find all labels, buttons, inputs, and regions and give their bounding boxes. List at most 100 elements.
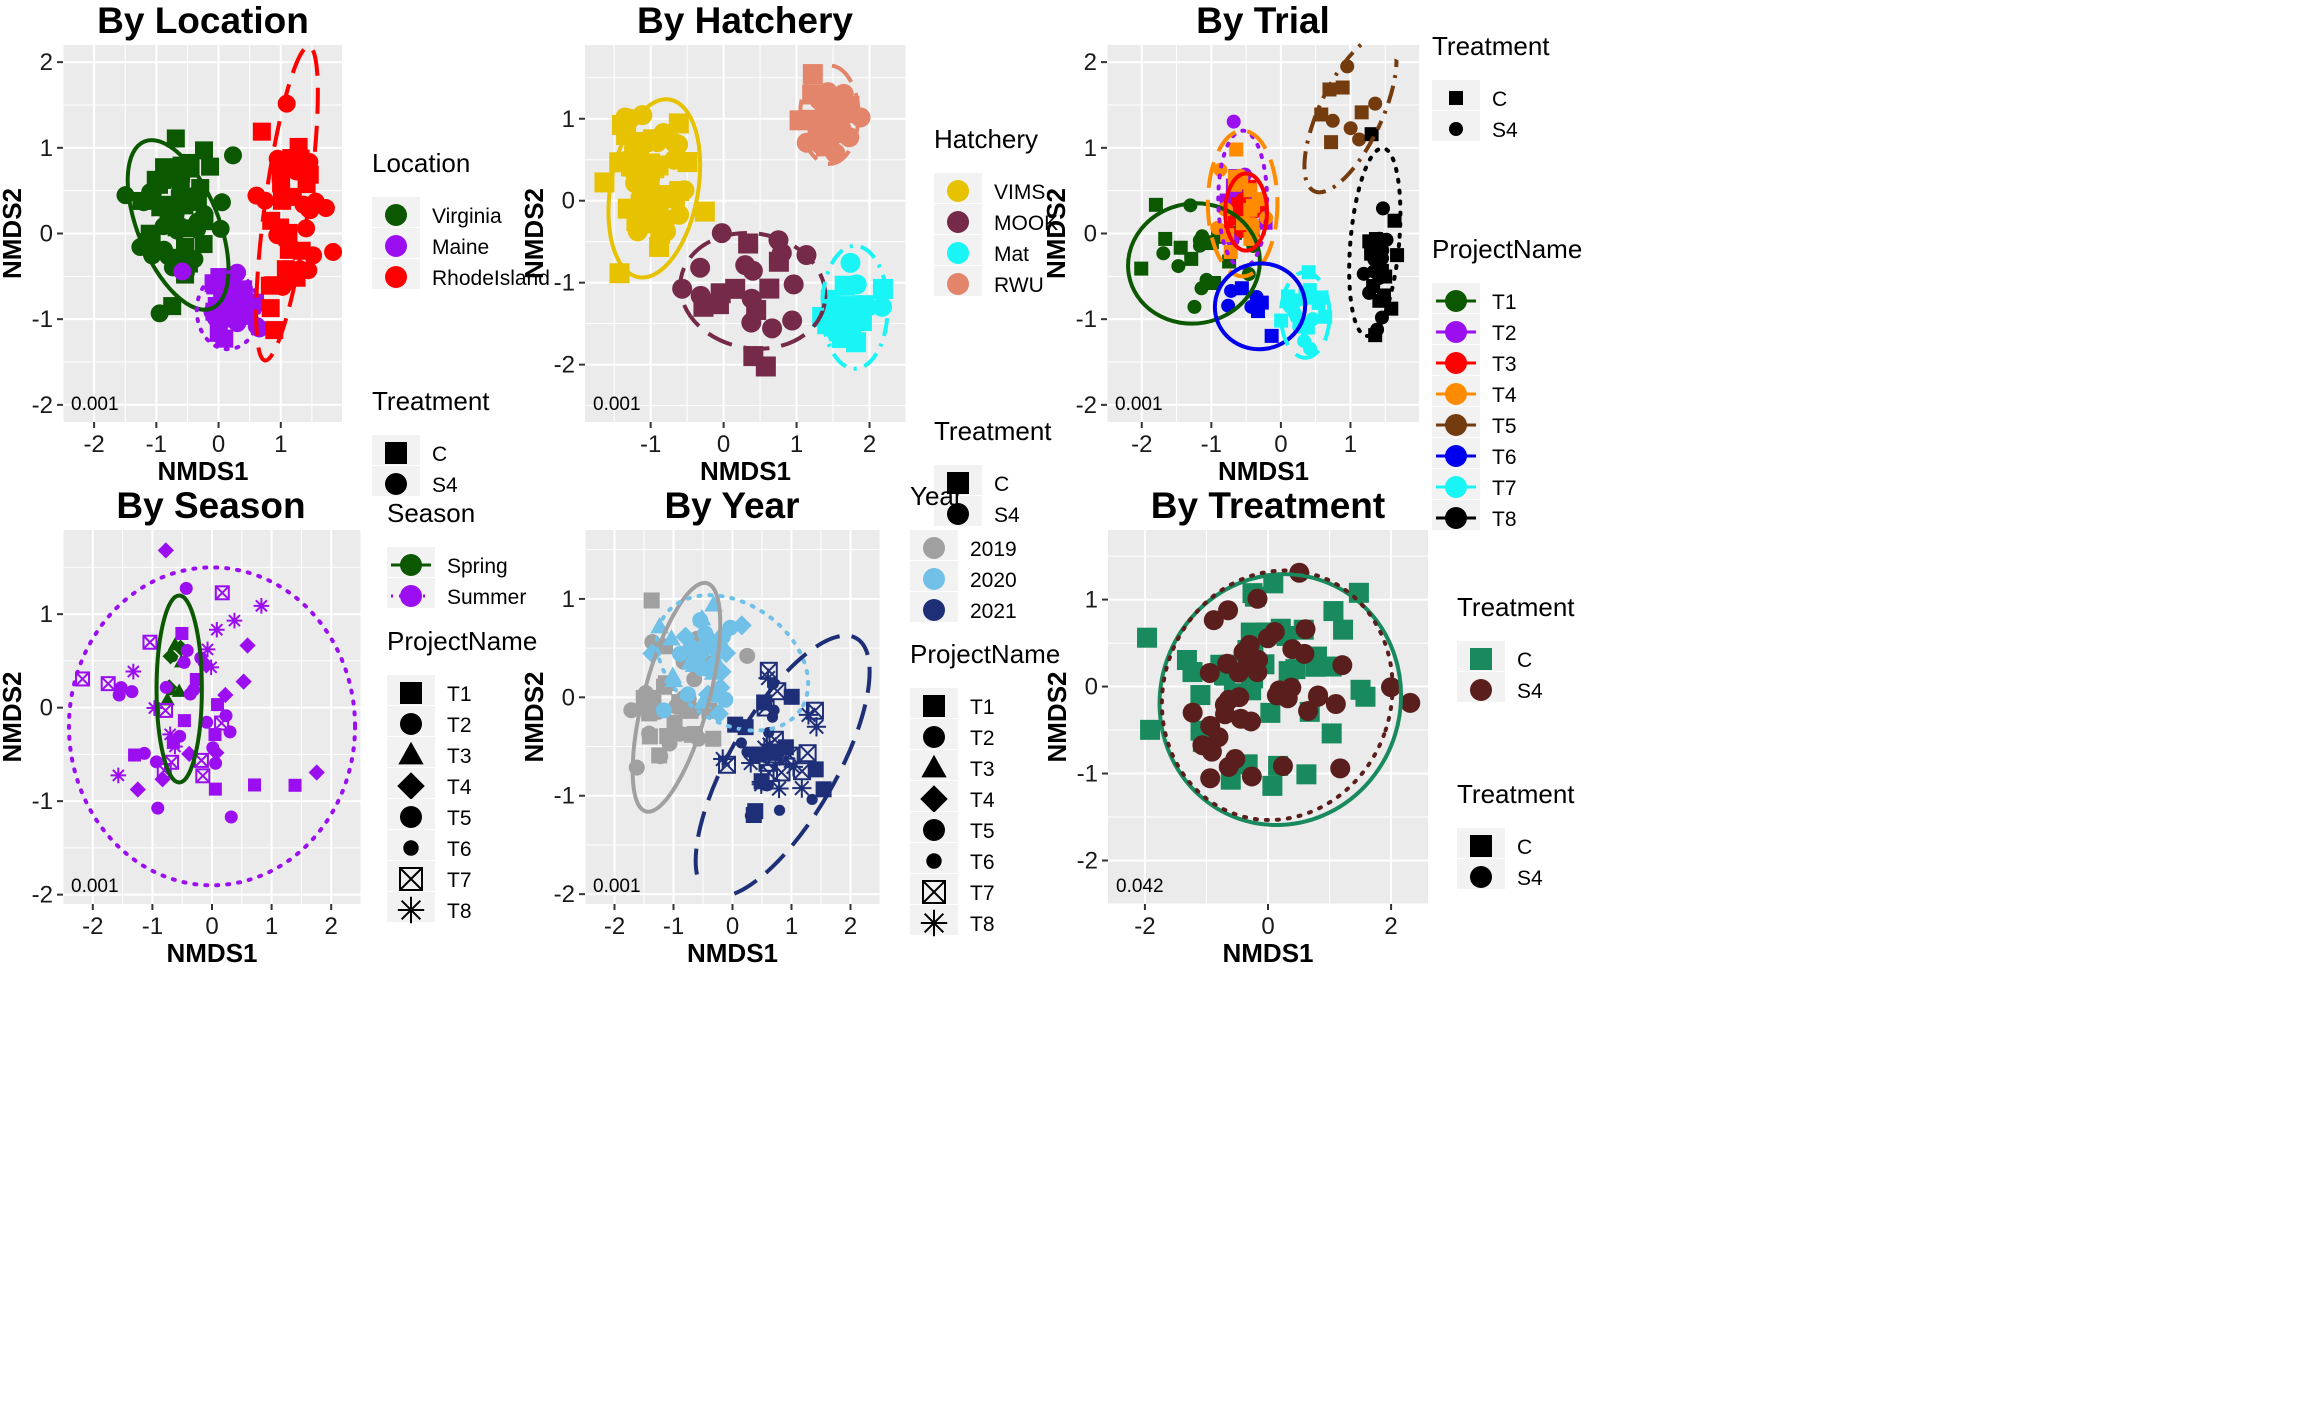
point-C bbox=[1182, 662, 1203, 683]
point-Virginia bbox=[180, 187, 199, 206]
point-S4 bbox=[1229, 687, 1250, 708]
point-2019 bbox=[661, 735, 678, 752]
point-C bbox=[1323, 601, 1344, 622]
legend-label: 2019 bbox=[970, 538, 1017, 561]
legend-key-T3 bbox=[398, 741, 424, 765]
panel-title: By Hatchery bbox=[637, 0, 853, 41]
legend-label: S4 bbox=[1517, 680, 1543, 703]
legend-title: Year bbox=[910, 481, 963, 511]
point-Virginia bbox=[223, 146, 242, 165]
legend-treatment: Treatment C S4 bbox=[1457, 779, 1575, 890]
legend-title: ProjectName bbox=[1432, 234, 1582, 264]
point-T4 bbox=[1223, 244, 1238, 259]
point-RhodeIsland bbox=[271, 164, 290, 183]
point-T6 bbox=[1264, 328, 1279, 343]
point-RWU bbox=[832, 100, 853, 121]
legend-key-T3 bbox=[921, 754, 947, 778]
ellipse-T4 bbox=[1205, 128, 1280, 279]
ellipse-2019 bbox=[630, 580, 723, 814]
point-2021 bbox=[756, 694, 773, 711]
point-Summer bbox=[110, 767, 127, 784]
legend-key-2021 bbox=[923, 599, 945, 621]
point-T4 bbox=[1243, 183, 1258, 198]
point-2021 bbox=[792, 778, 812, 798]
legend-key-2020 bbox=[923, 568, 945, 590]
x-axis-label: NMDS1 bbox=[166, 938, 257, 968]
ellipse-S4 bbox=[1159, 568, 1395, 822]
y-axis-label: NMDS2 bbox=[1041, 188, 1071, 279]
point-T7 bbox=[1287, 305, 1302, 320]
legend-key-T4 bbox=[1445, 383, 1467, 405]
point-2021 bbox=[798, 705, 819, 725]
point-Spring bbox=[168, 653, 178, 663]
point-Summer bbox=[224, 810, 238, 824]
point-Summer bbox=[189, 672, 203, 686]
legend-label: C bbox=[1517, 649, 1532, 672]
point-Summer bbox=[200, 715, 214, 729]
point-VIMS bbox=[694, 201, 715, 222]
point-MOOK bbox=[759, 278, 780, 299]
point-C bbox=[1296, 764, 1317, 785]
ellipse-Spring bbox=[154, 593, 204, 785]
legend-label: T2 bbox=[970, 727, 995, 750]
axes: -2 -1 0 1 -2 -1 0 1 2 bbox=[1076, 49, 1357, 458]
y-tick-label: 1 bbox=[40, 601, 53, 628]
panel-6: -2 0 2 -2 -1 0 1 By Treatment NMDS1 NMDS2 0.042 Tre… bbox=[1042, 485, 1575, 968]
ellipse-T8 bbox=[1347, 146, 1403, 338]
point-2020 bbox=[681, 652, 700, 670]
point-T6 bbox=[1249, 289, 1264, 304]
point-VIMS bbox=[668, 134, 689, 155]
x-tick-label: 2 bbox=[325, 913, 338, 940]
point-Virginia bbox=[194, 235, 213, 254]
point-MOOK bbox=[782, 310, 803, 331]
legend-key-Mat bbox=[947, 242, 969, 264]
point-T5 bbox=[1325, 113, 1340, 128]
point-2020 bbox=[697, 625, 714, 642]
legend-key-T7 bbox=[1445, 476, 1467, 498]
ellipse-Summer bbox=[66, 565, 358, 888]
point-2019 bbox=[641, 725, 658, 742]
legend-key-T2 bbox=[923, 726, 945, 748]
x-tick-label: 1 bbox=[274, 431, 287, 458]
point-Mat bbox=[840, 252, 861, 273]
point-C bbox=[1333, 619, 1354, 640]
x-axis-label: NMDS1 bbox=[1222, 938, 1313, 968]
point-T1 bbox=[1156, 246, 1171, 261]
point-Summer bbox=[142, 634, 158, 650]
x-tick-label: 0 bbox=[212, 431, 225, 458]
legend-key-Maine bbox=[385, 235, 407, 257]
point-2021 bbox=[713, 749, 733, 769]
legend-title: Treatment bbox=[1457, 592, 1575, 622]
legend-title: Treatment bbox=[1432, 31, 1550, 61]
point-Summer bbox=[214, 715, 230, 731]
point-RhodeIsland bbox=[287, 162, 306, 181]
legend-label: 2020 bbox=[970, 569, 1017, 592]
legend-key-Virginia bbox=[385, 204, 407, 226]
point-MOOK bbox=[743, 346, 764, 367]
point-S4 bbox=[1199, 662, 1220, 683]
y-axis-label: NMDS2 bbox=[0, 671, 27, 762]
x-tick-label: -2 bbox=[82, 913, 103, 940]
point-Summer bbox=[211, 698, 225, 712]
legend-label: Summer bbox=[447, 586, 526, 609]
point-S4 bbox=[1241, 766, 1262, 787]
legend-label: T6 bbox=[447, 838, 472, 861]
x-tick-label: -2 bbox=[83, 431, 104, 458]
legend-title: Treatment bbox=[1457, 779, 1575, 809]
legend-title: Treatment bbox=[372, 386, 490, 416]
point-T7 bbox=[1303, 341, 1318, 356]
point-C bbox=[1140, 719, 1161, 740]
legend-label: T8 bbox=[447, 900, 472, 923]
point-Virginia bbox=[188, 212, 207, 231]
legend-label: T7 bbox=[1492, 477, 1517, 500]
point-Summer bbox=[183, 687, 197, 701]
point-2020 bbox=[722, 619, 739, 636]
point-2021 bbox=[806, 717, 827, 737]
legend-key-MOOK bbox=[947, 211, 969, 233]
point-T1 bbox=[1158, 231, 1173, 246]
point-S4 bbox=[1215, 704, 1236, 725]
legend-label: RWU bbox=[994, 274, 1044, 297]
y-tick-label: 0 bbox=[40, 221, 53, 248]
point-RhodeIsland bbox=[299, 261, 318, 280]
x-axis-label: NMDS1 bbox=[687, 938, 778, 968]
